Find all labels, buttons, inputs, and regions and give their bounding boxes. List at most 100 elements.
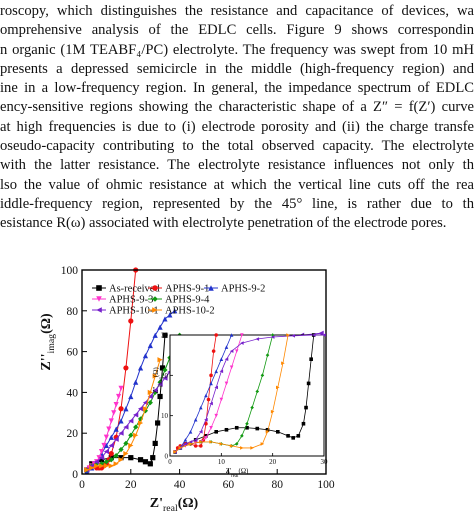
x-tick-label: 40: [174, 479, 186, 491]
x-tick-label: 60: [223, 479, 235, 491]
inset-data-point: [306, 381, 311, 386]
data-point: [133, 412, 139, 418]
inset-data-point: [270, 333, 275, 337]
inset-data-point: [301, 421, 306, 426]
inset-data-point: [193, 417, 198, 422]
data-point: [103, 463, 109, 469]
legend-marker: [96, 307, 102, 313]
data-point: [137, 420, 144, 426]
legend-item: APHS-9-2: [204, 284, 265, 295]
inset-data-point: [178, 446, 183, 450]
data-point: [108, 442, 114, 449]
y-tick-label: 60: [67, 347, 79, 359]
legend-item: APHS-9-1: [148, 284, 209, 295]
data-point: [128, 418, 134, 424]
data-point: [162, 316, 168, 322]
paragraph-line: ency-sensitive regions showing the chara…: [0, 99, 474, 116]
data-point: [84, 467, 90, 473]
legend-marker: [96, 296, 102, 302]
inset-data-point: [322, 333, 326, 337]
inset-data-point: [209, 373, 213, 378]
paragraph-line: n organic (1M TEABF₄/PC) electrolyte. Th…: [0, 41, 474, 58]
paragraph-line: ine in a low-frequency region. In genera…: [0, 80, 474, 97]
paragraph-line: presents a depressed semicircle in the m…: [0, 60, 474, 77]
data-point: [133, 379, 139, 385]
data-point: [118, 430, 124, 436]
legend-label: APHS-10-1: [109, 306, 159, 317]
inset-plot: 0 10 20 30 0 10 20 30 Z'real(Ω) Z''imag(Ω): [152, 332, 328, 480]
inset-data-point: [234, 349, 239, 353]
inset-data-point: [219, 397, 224, 402]
inset-data-point: [224, 427, 229, 432]
data-point: [128, 318, 134, 324]
series-line: [86, 335, 166, 471]
legend-item: APHS-10-2: [148, 306, 215, 317]
data-point: [142, 459, 149, 465]
inset-data-point: [229, 365, 234, 370]
inset-y-tick-label: 20: [161, 372, 169, 380]
inset-data-point: [240, 333, 244, 337]
paragraph-line: roscopy, which distinguishes the resista…: [0, 3, 474, 19]
data-point: [123, 451, 129, 457]
inset-data-point: [214, 413, 218, 418]
inset-data-point: [214, 333, 218, 337]
series-APHS-10-2: [84, 357, 163, 473]
inset-x-axis-title: Z'real(Ω): [226, 467, 249, 479]
inset-data-point: [286, 434, 290, 438]
inset-data-point: [224, 381, 229, 386]
data-point: [123, 424, 129, 430]
inset-data-point: [199, 444, 203, 448]
data-point: [118, 418, 124, 424]
inset-y-tick-label: 10: [161, 412, 169, 420]
inset-data-point: [229, 349, 234, 353]
data-point: [103, 442, 109, 449]
inset-x-tick-label: 20: [269, 458, 277, 466]
inset-data-point: [265, 430, 270, 434]
legend-item: APHS-9-3: [92, 295, 153, 306]
inset-data-point: [304, 405, 308, 410]
inset-data-point: [270, 335, 275, 339]
inset-data-point: [211, 349, 216, 353]
inset-data-point: [193, 444, 198, 448]
data-point: [142, 353, 149, 359]
inset-data-point: [291, 436, 295, 440]
data-point: [98, 463, 105, 469]
inset-data-point: [250, 405, 254, 410]
data-point: [123, 365, 129, 371]
inset-data-point: [214, 385, 218, 390]
inset-data-point: [270, 409, 275, 414]
inset-data-point: [255, 389, 260, 394]
x-tick-label: 0: [79, 479, 85, 491]
data-point: [118, 455, 124, 461]
data-point: [103, 434, 109, 440]
inset-data-point: [276, 430, 280, 434]
series-As-received: [84, 332, 168, 473]
y-tick-label: 0: [72, 469, 78, 481]
inset-data-point: [286, 333, 290, 337]
legend-marker: [152, 285, 158, 291]
data-point: [108, 434, 114, 440]
data-point: [116, 393, 122, 400]
inset-data-point: [219, 369, 224, 374]
legend-marker: [96, 285, 102, 291]
inset-data-point: [245, 421, 249, 426]
inset-data-point: [281, 361, 285, 366]
data-point: [128, 442, 134, 449]
inset-data-point: [276, 385, 280, 390]
legend-item: APHS-10-1: [92, 306, 159, 317]
legend-marker: [208, 285, 214, 291]
inset-data-point: [234, 442, 239, 446]
data-point: [147, 461, 153, 467]
data-point: [98, 455, 105, 461]
paragraph-line: at high frequencies is due to (i) electr…: [0, 118, 474, 135]
inset-x-tick-label: 0: [168, 458, 172, 466]
y-tick-label: 40: [67, 387, 79, 399]
data-point: [162, 375, 168, 381]
inset-data-point: [214, 430, 218, 434]
data-point: [118, 457, 124, 463]
data-point: [113, 461, 119, 467]
inset-data-point: [209, 381, 213, 386]
inset-data-point: [309, 357, 313, 361]
data-point: [108, 418, 114, 424]
data-point: [159, 365, 166, 371]
